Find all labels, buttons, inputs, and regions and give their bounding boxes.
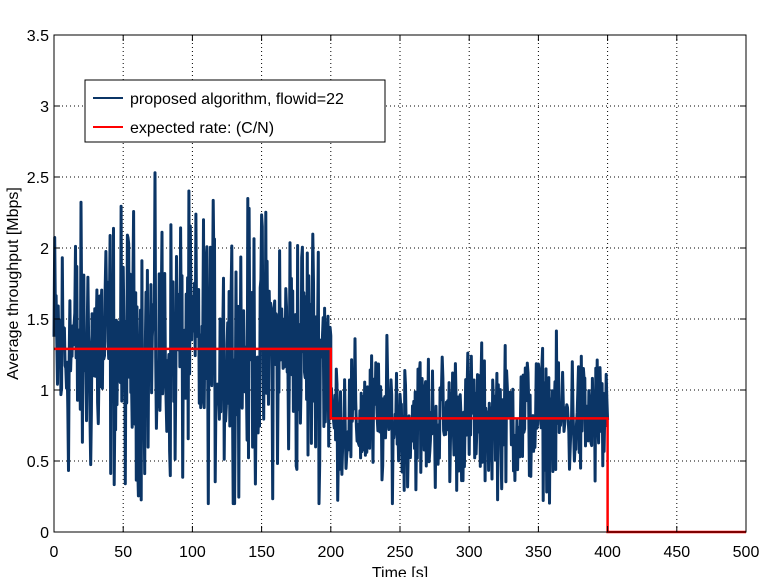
y-tick-label: 1 xyxy=(40,383,49,400)
y-tick-label: 2.5 xyxy=(27,170,49,187)
tick-marks xyxy=(53,34,747,533)
x-tick-label: 300 xyxy=(456,544,483,561)
x-axis-label: Time [s] xyxy=(372,565,428,577)
series-proposed-algorithm-line xyxy=(52,171,610,506)
legend-label-proposed-algorithm: proposed algorithm, flowid=22 xyxy=(130,91,344,108)
y-tick-label: 1.5 xyxy=(27,312,49,329)
x-tick-label: 250 xyxy=(387,544,414,561)
y-tick-label: 0.5 xyxy=(27,454,49,471)
x-tick-label: 450 xyxy=(663,544,690,561)
x-tick-label: 400 xyxy=(594,544,621,561)
y-tick-label: 2 xyxy=(40,241,49,258)
legend-label-expected-rate: expected rate: (C/N) xyxy=(130,120,274,137)
y-tick-label: 0 xyxy=(40,525,49,542)
x-tick-label: 50 xyxy=(114,544,132,561)
y-axis-label: Average throughput [Mbps] xyxy=(5,187,22,380)
x-tick-label: 350 xyxy=(525,544,552,561)
x-tick-label: 200 xyxy=(317,544,344,561)
x-tick-label: 150 xyxy=(248,544,275,561)
tick-labels: 0 50 100 150 200 250 300 350 400 450 500 0 0.5 1 1.5 2 2… xyxy=(27,28,760,561)
x-tick-label: 500 xyxy=(733,544,760,561)
legend-box xyxy=(84,79,386,143)
x-tick-label: 100 xyxy=(179,544,206,561)
y-tick-label: 3.5 xyxy=(27,28,49,45)
y-tick-label: 3 xyxy=(40,99,49,116)
legend: proposed algorithm, flowid=22 expected r… xyxy=(84,79,386,143)
series-layer xyxy=(52,171,746,534)
x-tick-label: 0 xyxy=(50,544,59,561)
